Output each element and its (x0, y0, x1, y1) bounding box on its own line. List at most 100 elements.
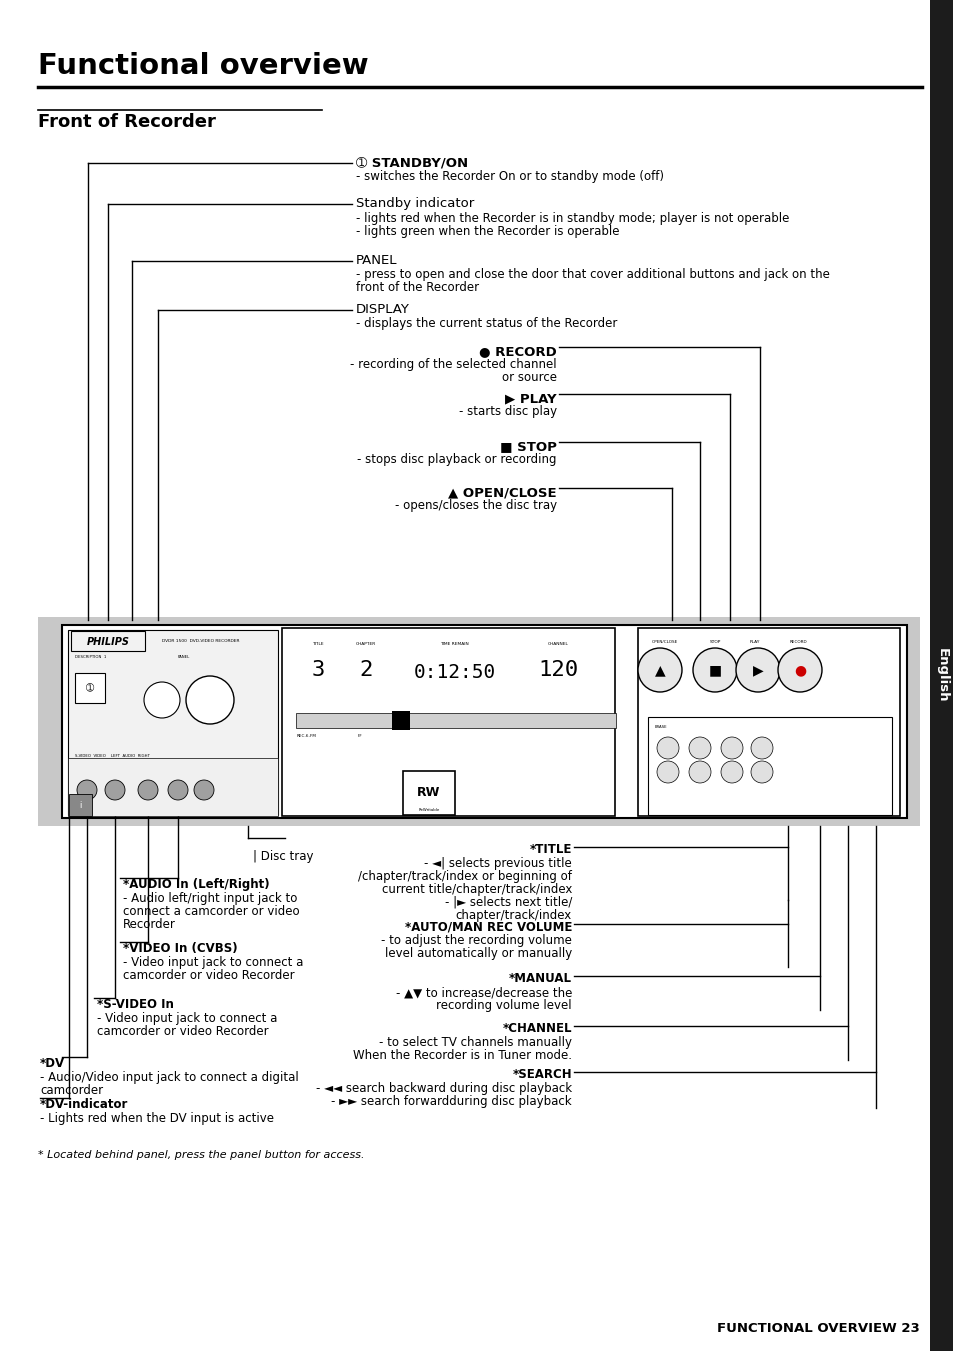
Circle shape (105, 780, 125, 800)
Text: /chapter/track/index or beginning of: /chapter/track/index or beginning of (357, 870, 572, 884)
Circle shape (657, 761, 679, 784)
Circle shape (657, 738, 679, 759)
Text: ➀: ➀ (86, 684, 94, 693)
Text: OPEN/CLOSE: OPEN/CLOSE (651, 640, 678, 644)
Text: RW: RW (416, 786, 440, 800)
Text: English: English (935, 648, 947, 703)
Text: ● RECORD: ● RECORD (478, 345, 557, 358)
Text: camcorder: camcorder (40, 1084, 103, 1097)
Text: FF: FF (357, 734, 362, 738)
Bar (647, 717, 891, 815)
Text: PHILIPS: PHILIPS (87, 638, 130, 647)
Text: DISPLAY: DISPLAY (355, 303, 410, 316)
Text: - to select TV channels manually: - to select TV channels manually (378, 1036, 572, 1048)
Text: Functional overview: Functional overview (38, 51, 368, 80)
Circle shape (193, 780, 213, 800)
Bar (68, 630, 277, 815)
Bar (69, 794, 91, 816)
Text: *MANUAL: *MANUAL (509, 971, 572, 985)
Circle shape (750, 738, 772, 759)
Text: - opens/closes the disc tray: - opens/closes the disc tray (395, 499, 557, 512)
Text: 0:12:50: 0:12:50 (414, 662, 496, 681)
Text: ▲ OPEN/CLOSE: ▲ OPEN/CLOSE (448, 486, 557, 499)
Text: camcorder or video Recorder: camcorder or video Recorder (123, 969, 294, 982)
Text: - switches the Recorder On or to standby mode (off): - switches the Recorder On or to standby… (355, 170, 663, 182)
Text: FUNCTIONAL OVERVIEW 23: FUNCTIONAL OVERVIEW 23 (717, 1323, 919, 1335)
Text: chapter/track/index: chapter/track/index (456, 909, 572, 921)
Text: ■ STOP: ■ STOP (499, 440, 557, 453)
Circle shape (720, 761, 742, 784)
Text: TIME REMAIN: TIME REMAIN (439, 642, 468, 646)
Text: PLAY: PLAY (749, 640, 760, 644)
Text: connect a camcorder or video: connect a camcorder or video (123, 905, 299, 917)
Text: CHAPTER: CHAPTER (355, 642, 375, 646)
Text: - Lights red when the DV input is active: - Lights red when the DV input is active (40, 1112, 274, 1125)
Text: - |► selects next title/: - |► selects next title/ (444, 896, 572, 909)
Text: ReWritable: ReWritable (418, 808, 439, 812)
Text: - lights red when the Recorder is in standby mode; player is not operable: - lights red when the Recorder is in sta… (355, 212, 788, 226)
Text: - Audio/Video input jack to connect a digital: - Audio/Video input jack to connect a di… (40, 1071, 298, 1084)
Text: *DV-indicator: *DV-indicator (40, 1098, 129, 1111)
Bar (282, 628, 615, 816)
Text: Front of Recorder: Front of Recorder (38, 113, 215, 131)
Text: - Audio left/right input jack to: - Audio left/right input jack to (123, 892, 297, 905)
Text: ▲: ▲ (654, 663, 664, 677)
Circle shape (168, 780, 188, 800)
Bar (402, 771, 455, 815)
Text: *TITLE: *TITLE (529, 843, 572, 857)
Text: TITLE: TITLE (312, 642, 323, 646)
Text: level automatically or manually: level automatically or manually (384, 947, 572, 961)
Circle shape (692, 648, 737, 692)
Text: *VIDEO In (CVBS): *VIDEO In (CVBS) (123, 942, 237, 955)
Text: PANEL: PANEL (355, 254, 397, 267)
Text: *AUDIO In (Left/Right): *AUDIO In (Left/Right) (123, 878, 270, 892)
Text: - ►► search forwardduring disc playback: - ►► search forwardduring disc playback (331, 1096, 572, 1108)
Circle shape (778, 648, 821, 692)
Text: - recording of the selected channel: - recording of the selected channel (350, 358, 557, 372)
Circle shape (688, 761, 710, 784)
Circle shape (144, 682, 180, 717)
Circle shape (138, 780, 158, 800)
Text: ●: ● (793, 663, 805, 677)
Bar (62, 626, 906, 817)
Text: - Video input jack to connect a: - Video input jack to connect a (97, 1012, 277, 1025)
Circle shape (750, 761, 772, 784)
Text: RECORD: RECORD (789, 640, 807, 644)
Circle shape (720, 738, 742, 759)
Text: 3: 3 (311, 661, 324, 680)
Text: *S-VIDEO In: *S-VIDEO In (97, 998, 173, 1011)
Text: | Disc tray: | Disc tray (253, 850, 314, 863)
Text: DESCRIPTION  1: DESCRIPTION 1 (75, 655, 107, 659)
Text: camcorder or video Recorder: camcorder or video Recorder (97, 1025, 269, 1038)
Text: *DV: *DV (40, 1056, 65, 1070)
Text: - ▲▼ to increase/decrease the: - ▲▼ to increase/decrease the (395, 986, 572, 998)
Bar (75, 673, 105, 703)
Text: 120: 120 (537, 661, 578, 680)
Text: - lights green when the Recorder is operable: - lights green when the Recorder is oper… (355, 226, 618, 238)
Circle shape (638, 648, 681, 692)
Bar (68, 758, 277, 816)
Text: - press to open and close the door that cover additional buttons and jack on the: - press to open and close the door that … (355, 267, 829, 281)
Circle shape (735, 648, 780, 692)
Circle shape (77, 780, 97, 800)
Text: Recorder: Recorder (123, 917, 175, 931)
Text: PANEL: PANEL (178, 655, 190, 659)
Circle shape (186, 676, 233, 724)
Text: *AUTO/MAN REC VOLUME: *AUTO/MAN REC VOLUME (404, 920, 572, 934)
Text: CHANNEL: CHANNEL (547, 642, 568, 646)
Text: - starts disc play: - starts disc play (458, 405, 557, 417)
Text: DVDR 1500  DVD-VIDEO RECORDER: DVDR 1500 DVD-VIDEO RECORDER (162, 639, 239, 643)
Text: When the Recorder is in Tuner mode.: When the Recorder is in Tuner mode. (353, 1048, 572, 1062)
Bar (638, 628, 899, 816)
Bar (295, 713, 616, 728)
Bar (929, 0, 953, 1351)
Text: STOP: STOP (709, 640, 720, 644)
Text: ▶: ▶ (752, 663, 762, 677)
Text: ■: ■ (708, 663, 720, 677)
Text: *CHANNEL: *CHANNEL (502, 1021, 572, 1035)
Text: S-VIDEO  VIDEO    LEFT  AUDIO  RIGHT: S-VIDEO VIDEO LEFT AUDIO RIGHT (75, 754, 150, 758)
Text: or source: or source (501, 372, 557, 384)
Text: - ◄| selects previous title: - ◄| selects previous title (424, 857, 572, 870)
Text: front of the Recorder: front of the Recorder (355, 281, 478, 295)
Text: recording volume level: recording volume level (436, 998, 572, 1012)
